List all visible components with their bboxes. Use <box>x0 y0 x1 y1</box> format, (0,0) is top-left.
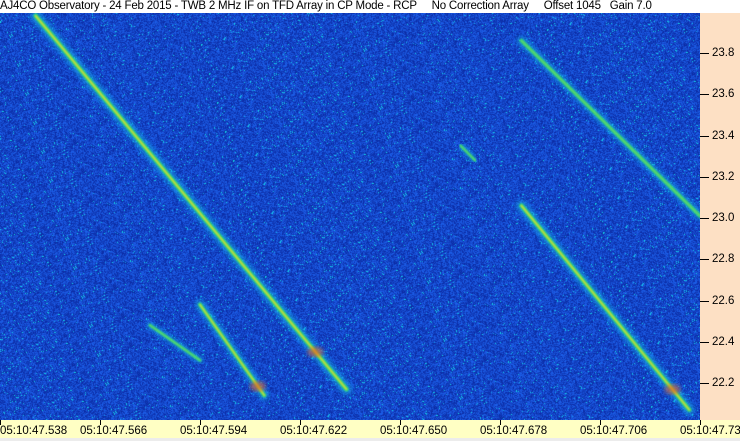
y-tick <box>700 300 709 302</box>
x-tick-label: 05:10:47.594 <box>180 425 248 437</box>
y-tick <box>700 53 709 54</box>
burst-stroke <box>149 324 201 361</box>
x-tick <box>0 420 1 425</box>
burst-5 <box>515 200 695 416</box>
burst-hotspot <box>664 384 681 395</box>
x-tick <box>700 420 701 425</box>
burst-2 <box>195 299 270 401</box>
burst-1 <box>29 13 353 395</box>
y-tick <box>700 135 709 137</box>
x-tick <box>600 420 601 425</box>
x-tick-label: 05:10:47.538 <box>0 425 68 437</box>
y-tick-label: 23.0 <box>712 212 735 224</box>
burst-6 <box>457 142 479 164</box>
burst-3 <box>146 321 204 364</box>
y-tick <box>700 341 709 343</box>
x-tick-label: 05:10:47.650 <box>380 425 448 437</box>
x-tick <box>400 420 401 425</box>
chart-title: AJ4CO Observatory - 24 Feb 2015 - TWB 2 … <box>0 0 740 13</box>
x-tick-label: 05:10:47.678 <box>480 425 548 437</box>
burst-hotspot <box>307 346 324 357</box>
x-tick-label: 05:10:47.734 <box>680 425 740 437</box>
time-axis: 05:10:47.538 05:10:47.566 05:10:47.594 05:1… <box>0 420 740 438</box>
y-tick <box>700 218 709 219</box>
burst-stroke <box>520 39 700 217</box>
y-tick-label: 23.8 <box>712 47 735 59</box>
y-tick <box>700 176 709 178</box>
burst-layer <box>29 13 700 416</box>
burst-hotspot <box>249 381 266 392</box>
x-tick <box>100 420 101 425</box>
y-tick <box>700 259 709 261</box>
burst-stroke <box>460 145 476 161</box>
burst-stroke <box>199 303 266 397</box>
y-tick-label: 23.4 <box>712 129 735 142</box>
x-tick <box>500 420 501 425</box>
y-tick-label: 22.4 <box>712 335 735 348</box>
x-tick-label: 05:10:47.622 <box>280 425 348 437</box>
burst-stroke <box>34 14 348 391</box>
y-tick-label: 23.2 <box>712 170 735 183</box>
x-tick-label: 05:10:47.566 <box>80 425 148 437</box>
burst-stroke <box>520 204 691 411</box>
x-tick <box>200 420 201 425</box>
burst-4 <box>516 36 700 221</box>
spectrogram-plot <box>0 13 700 420</box>
y-tick-label: 22.6 <box>712 294 735 307</box>
y-tick-label: 22.2 <box>712 377 735 389</box>
y-tick-label: 22.8 <box>712 253 735 266</box>
y-tick <box>700 383 709 384</box>
x-tick <box>300 420 301 425</box>
y-tick-label: 23.6 <box>712 88 735 101</box>
frequency-axis: 23.8 23.6 23.4 23.2 23.0 22.8 22.6 22.4 22.2 <box>700 13 740 420</box>
spectrogram-noise-background <box>0 13 700 420</box>
y-tick <box>700 94 709 96</box>
x-tick-label: 05:10:47.706 <box>580 425 648 437</box>
